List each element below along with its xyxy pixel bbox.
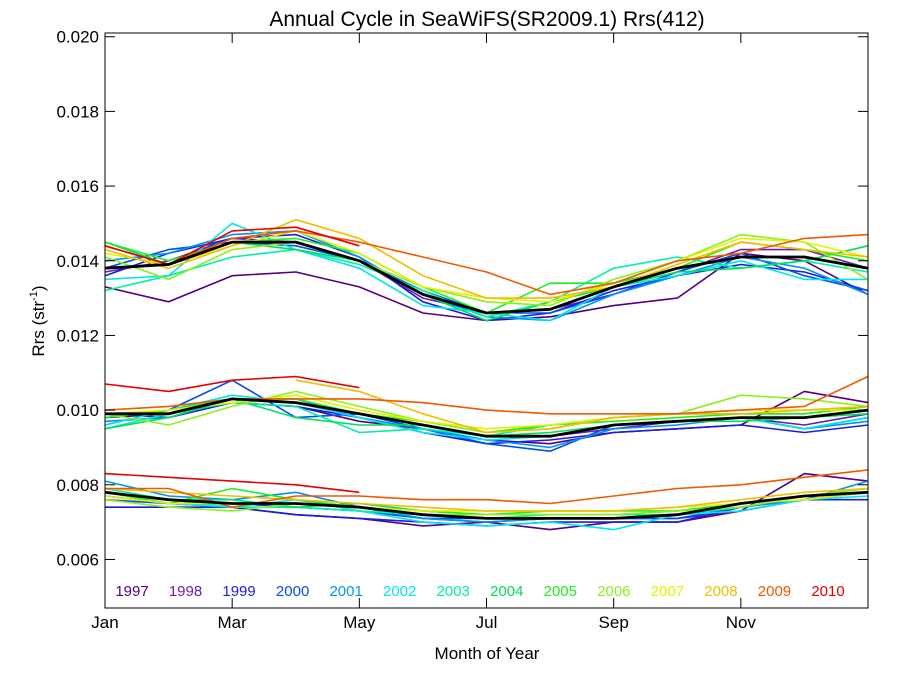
x-tick-label: Mar bbox=[218, 613, 248, 632]
legend: 1997 1998 1999 2000 2001 2002 2003 2004 2005 2006… bbox=[115, 583, 844, 600]
y-axis-label-exponent: -1 bbox=[28, 291, 40, 301]
x-axis-label: Month of Year bbox=[435, 644, 540, 663]
legend-item-2010: 2010 bbox=[811, 583, 844, 600]
y-axis-label-main: Rrs (str bbox=[29, 301, 48, 357]
legend-item-2007: 2007 bbox=[651, 583, 684, 600]
series-line-2006-lower bbox=[104, 487, 869, 516]
series-line-2006-upper bbox=[104, 233, 869, 307]
y-axis-label-close: ) bbox=[29, 285, 48, 291]
legend-item-2003: 2003 bbox=[437, 583, 470, 600]
legend-item-2000: 2000 bbox=[276, 583, 309, 600]
y-tick-label: 0.006 bbox=[56, 550, 99, 569]
legend-item-2004: 2004 bbox=[490, 583, 523, 600]
series-line-2010-upper bbox=[104, 226, 360, 266]
series-line-2010-lower bbox=[104, 472, 360, 494]
mean-line-upper bbox=[104, 240, 869, 315]
y-tick-label: 0.014 bbox=[56, 252, 99, 271]
legend-item-1997: 1997 bbox=[115, 583, 148, 600]
y-tick-label: 0.016 bbox=[56, 177, 99, 196]
y-tick-label: 0.020 bbox=[56, 28, 99, 47]
legend-item-2008: 2008 bbox=[704, 583, 737, 600]
chart-title: Annual Cycle in SeaWiFS(SR2009.1) Rrs(41… bbox=[269, 8, 704, 31]
legend-item-2001: 2001 bbox=[329, 583, 362, 600]
series-line-2008-middle bbox=[295, 379, 869, 434]
x-tick-label: Jul bbox=[476, 613, 498, 632]
y-tick-label: 0.012 bbox=[56, 326, 99, 345]
series-line-2008-upper bbox=[104, 218, 869, 299]
x-tick-label: Nov bbox=[726, 613, 757, 632]
x-tick-label: Sep bbox=[599, 613, 629, 632]
series-layer bbox=[104, 218, 869, 531]
legend-item-2005: 2005 bbox=[544, 583, 577, 600]
x-tick-label: Jan bbox=[91, 613, 118, 632]
series-line-2009-lower bbox=[105, 469, 869, 508]
mean-line-middle bbox=[105, 397, 869, 438]
y-tick-label: 0.008 bbox=[56, 476, 99, 495]
series-line-1997-upper bbox=[104, 252, 869, 322]
mean-line-lower bbox=[104, 490, 869, 520]
y-axis-label: Rrs (str-1) bbox=[28, 285, 48, 356]
legend-item-1999: 1999 bbox=[222, 583, 255, 600]
legend-item-2002: 2002 bbox=[383, 583, 416, 600]
mean-layer bbox=[104, 240, 869, 520]
y-tick-label: 0.018 bbox=[56, 102, 99, 121]
series-line-2010-middle bbox=[104, 375, 360, 393]
series-line-2008-lower bbox=[104, 487, 869, 512]
legend-item-2006: 2006 bbox=[597, 583, 630, 600]
x-tick-label: May bbox=[343, 613, 376, 632]
y-tick-label: 0.010 bbox=[56, 401, 99, 420]
axes-layer: Jan Mar May Jul Sep Nov 0.006 0.008 0.010 0.012 0.… bbox=[56, 28, 869, 632]
legend-item-1998: 1998 bbox=[169, 583, 202, 600]
legend-item-2009: 2009 bbox=[758, 583, 791, 600]
series-line-2009-upper bbox=[104, 230, 869, 296]
